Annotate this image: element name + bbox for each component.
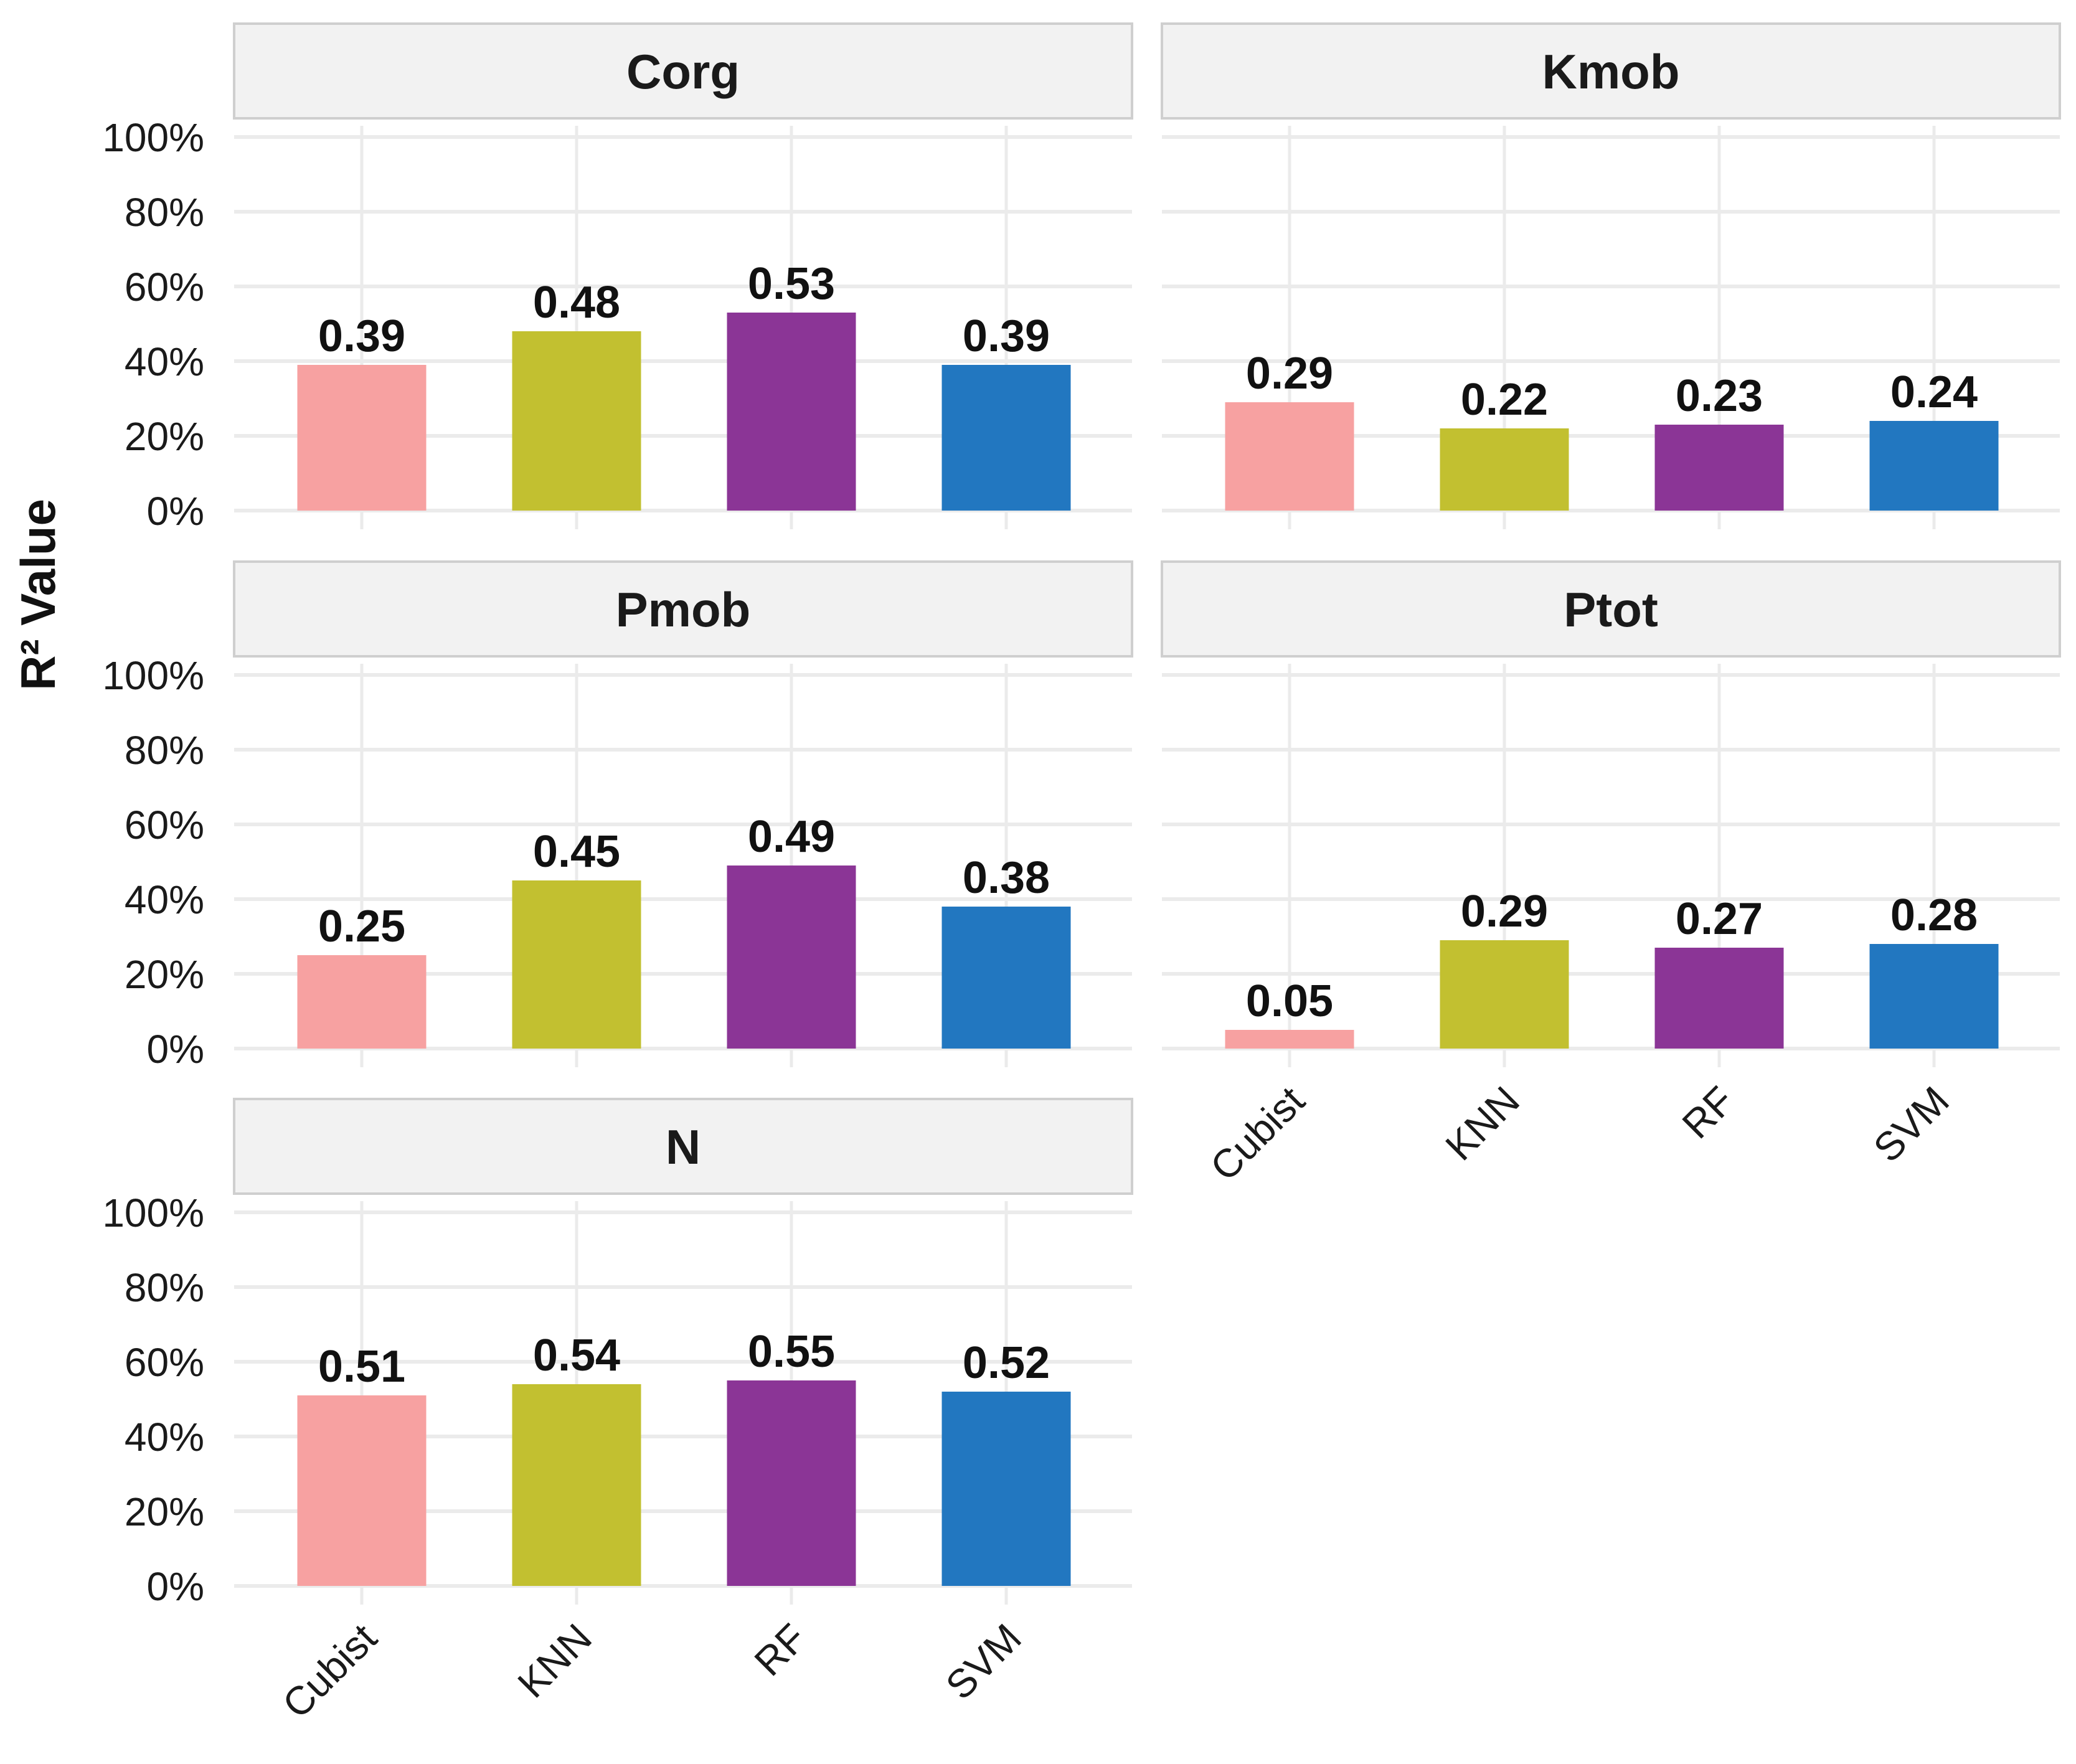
y-tick-label: 80% <box>125 1265 204 1310</box>
data-label: 0.27 <box>1676 894 1763 944</box>
bar-cubist <box>297 955 427 1049</box>
panel-title: N <box>666 1120 701 1174</box>
panel-title: Kmob <box>1542 44 1680 99</box>
panel-corg: Corg 0% 20% 40% 60% 80% 100% 0.39 0.48 0.53 0.39 <box>102 22 1133 534</box>
y-tick-label: 100% <box>102 115 204 160</box>
y-tick-label: 60% <box>125 265 204 309</box>
y-tick-label: 40% <box>125 877 204 922</box>
data-label: 0.52 <box>963 1338 1050 1388</box>
panel-strip <box>1161 22 2061 120</box>
bar-svm <box>941 365 1071 511</box>
bar-rf <box>1654 948 1784 1049</box>
y-tick-label: 20% <box>125 952 204 997</box>
data-label: 0.23 <box>1676 371 1763 421</box>
data-label: 0.29 <box>1461 887 1548 936</box>
x-tick-label: KNN <box>509 1615 600 1706</box>
y-tick-label: 100% <box>102 653 204 698</box>
data-label: 0.53 <box>748 259 835 309</box>
bar-knn <box>512 1384 641 1586</box>
panel-strip <box>233 22 1133 120</box>
data-label: 0.22 <box>1461 375 1548 425</box>
x-tick-label: KNN <box>1437 1078 1527 1169</box>
bar-cubist <box>297 365 427 511</box>
x-tick-label: RF <box>746 1615 815 1684</box>
bar-svm <box>1869 421 1999 511</box>
y-tick-label: 0% <box>147 1564 205 1609</box>
y-tick-label: 0% <box>147 1027 205 1072</box>
bar-knn <box>512 331 641 511</box>
data-label: 0.39 <box>318 311 405 361</box>
data-label: 0.38 <box>963 853 1050 903</box>
y-tick-label: 40% <box>125 1415 204 1460</box>
panel-pmob: Pmob 0% 20% 40% 60% 80% 100% 0.25 0.45 0.49 0.38 <box>102 560 1133 1072</box>
y-tick-label: 40% <box>125 339 204 384</box>
panel-strip <box>1161 560 2061 658</box>
data-label: 0.54 <box>533 1331 620 1380</box>
panel-ptot: Ptot 0.05 0.29 0.27 0.28 Cubist KNN RF SVM <box>1161 560 2061 1189</box>
bar-svm <box>941 907 1071 1049</box>
data-label: 0.05 <box>1246 976 1333 1026</box>
data-label: 0.48 <box>533 278 620 328</box>
bar-knn <box>1440 428 1569 511</box>
y-tick-label: 100% <box>102 1191 204 1235</box>
panel-title: Corg <box>626 44 740 99</box>
data-label: 0.55 <box>748 1327 835 1377</box>
panel-title: Ptot <box>1564 582 1658 637</box>
panel-strip <box>233 560 1133 658</box>
x-tick-label: RF <box>1674 1078 1743 1147</box>
data-label: 0.51 <box>318 1342 405 1392</box>
x-tick-label: SVM <box>1865 1078 1958 1171</box>
data-label: 0.29 <box>1246 349 1333 399</box>
y-tick-label: 20% <box>125 414 204 459</box>
bar-cubist <box>297 1395 427 1586</box>
y-tick-label: 60% <box>125 803 204 847</box>
y-tick-label: 60% <box>125 1340 204 1385</box>
y-tick-label: 0% <box>147 489 205 534</box>
x-tick-label: Cubist <box>274 1615 385 1727</box>
bar-cubist <box>1225 402 1354 511</box>
y-tick-label: 20% <box>125 1489 204 1534</box>
bar-knn <box>512 880 641 1049</box>
y-tick-label: 80% <box>125 190 204 235</box>
data-label: 0.24 <box>1890 367 1978 417</box>
panel-kmob: Kmob 0.29 0.22 0.23 0.24 <box>1161 22 2061 529</box>
bar-cubist <box>1225 1030 1354 1049</box>
bar-rf <box>727 865 856 1049</box>
panel-strip <box>233 1098 1133 1195</box>
data-label: 0.45 <box>533 827 620 877</box>
bar-svm <box>1869 944 1999 1049</box>
x-tick-label: SVM <box>937 1615 1030 1708</box>
x-tick-label: Cubist <box>1202 1078 1313 1189</box>
y-axis-title: R² Value <box>11 499 65 691</box>
data-label: 0.28 <box>1890 890 1978 940</box>
data-label: 0.49 <box>748 812 835 862</box>
panel-n: N 0% 20% 40% 60% 80% 100% 0.51 0.54 0.55 0.52 Cubis… <box>102 1098 1133 1727</box>
y-tick-label: 80% <box>125 728 204 773</box>
bar-rf <box>727 313 856 511</box>
bar-rf <box>727 1380 856 1586</box>
bar-svm <box>941 1392 1071 1586</box>
data-label: 0.25 <box>318 902 405 951</box>
bar-knn <box>1440 940 1569 1049</box>
data-label: 0.39 <box>963 311 1050 361</box>
bar-rf <box>1654 425 1784 511</box>
panel-title: Pmob <box>616 582 751 637</box>
